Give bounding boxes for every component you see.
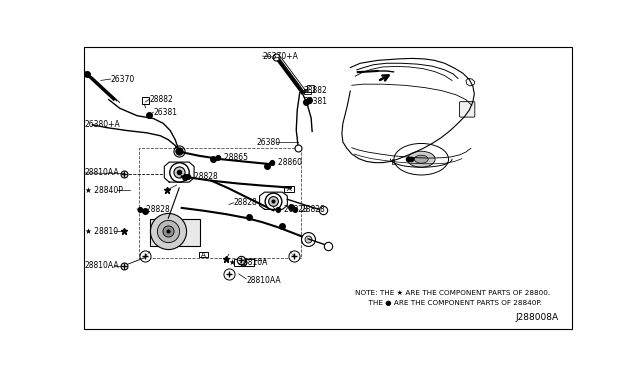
Text: 26381: 26381 [303,97,327,106]
Text: 28882: 28882 [303,86,327,95]
Bar [304,89,311,94]
Text: 28828: 28828 [234,198,257,207]
Text: 26380+A: 26380+A [85,121,121,129]
Text: 28810AA: 28810AA [85,261,120,270]
Text: ★ 28810A: ★ 28810A [229,258,267,267]
Text: 26380: 26380 [256,138,280,147]
Bar [307,85,314,92]
Text: NOTE: THE ★ ARE THE COMPONENT PARTS OF 28800.
      THE ● ARE THE COMPONENT PART: NOTE: THE ★ ARE THE COMPONENT PARTS OF 2… [355,290,550,306]
Text: 28882: 28882 [150,94,173,103]
Text: ● 28865: ● 28865 [215,153,248,162]
Text: A: A [201,251,206,257]
Text: ● 28828: ● 28828 [275,205,308,214]
Text: ● 28860: ● 28860 [269,158,303,167]
FancyBboxPatch shape [460,102,475,117]
Text: ● 28828: ● 28828 [292,205,325,214]
Circle shape [414,155,428,163]
Text: 26370+A: 26370+A [262,52,298,61]
Text: ★ 28840P: ★ 28840P [85,186,123,195]
Text: 28810AA: 28810AA [246,276,281,285]
Bar [392,159,422,164]
Bar [234,260,253,266]
Circle shape [408,151,435,167]
FancyBboxPatch shape [284,186,294,192]
Text: 28810AA: 28810AA [85,169,120,177]
Text: 26370: 26370 [111,74,135,83]
Text: J288008A: J288008A [515,314,559,323]
Bar [150,219,200,246]
Text: ● 28828: ● 28828 [137,205,170,214]
Circle shape [394,144,449,175]
Bar [141,97,150,104]
Text: ● 28828: ● 28828 [185,172,218,181]
FancyBboxPatch shape [198,252,209,257]
Text: ★ 28810: ★ 28810 [85,227,118,236]
Text: 26381: 26381 [154,108,177,117]
Text: A: A [287,186,291,192]
